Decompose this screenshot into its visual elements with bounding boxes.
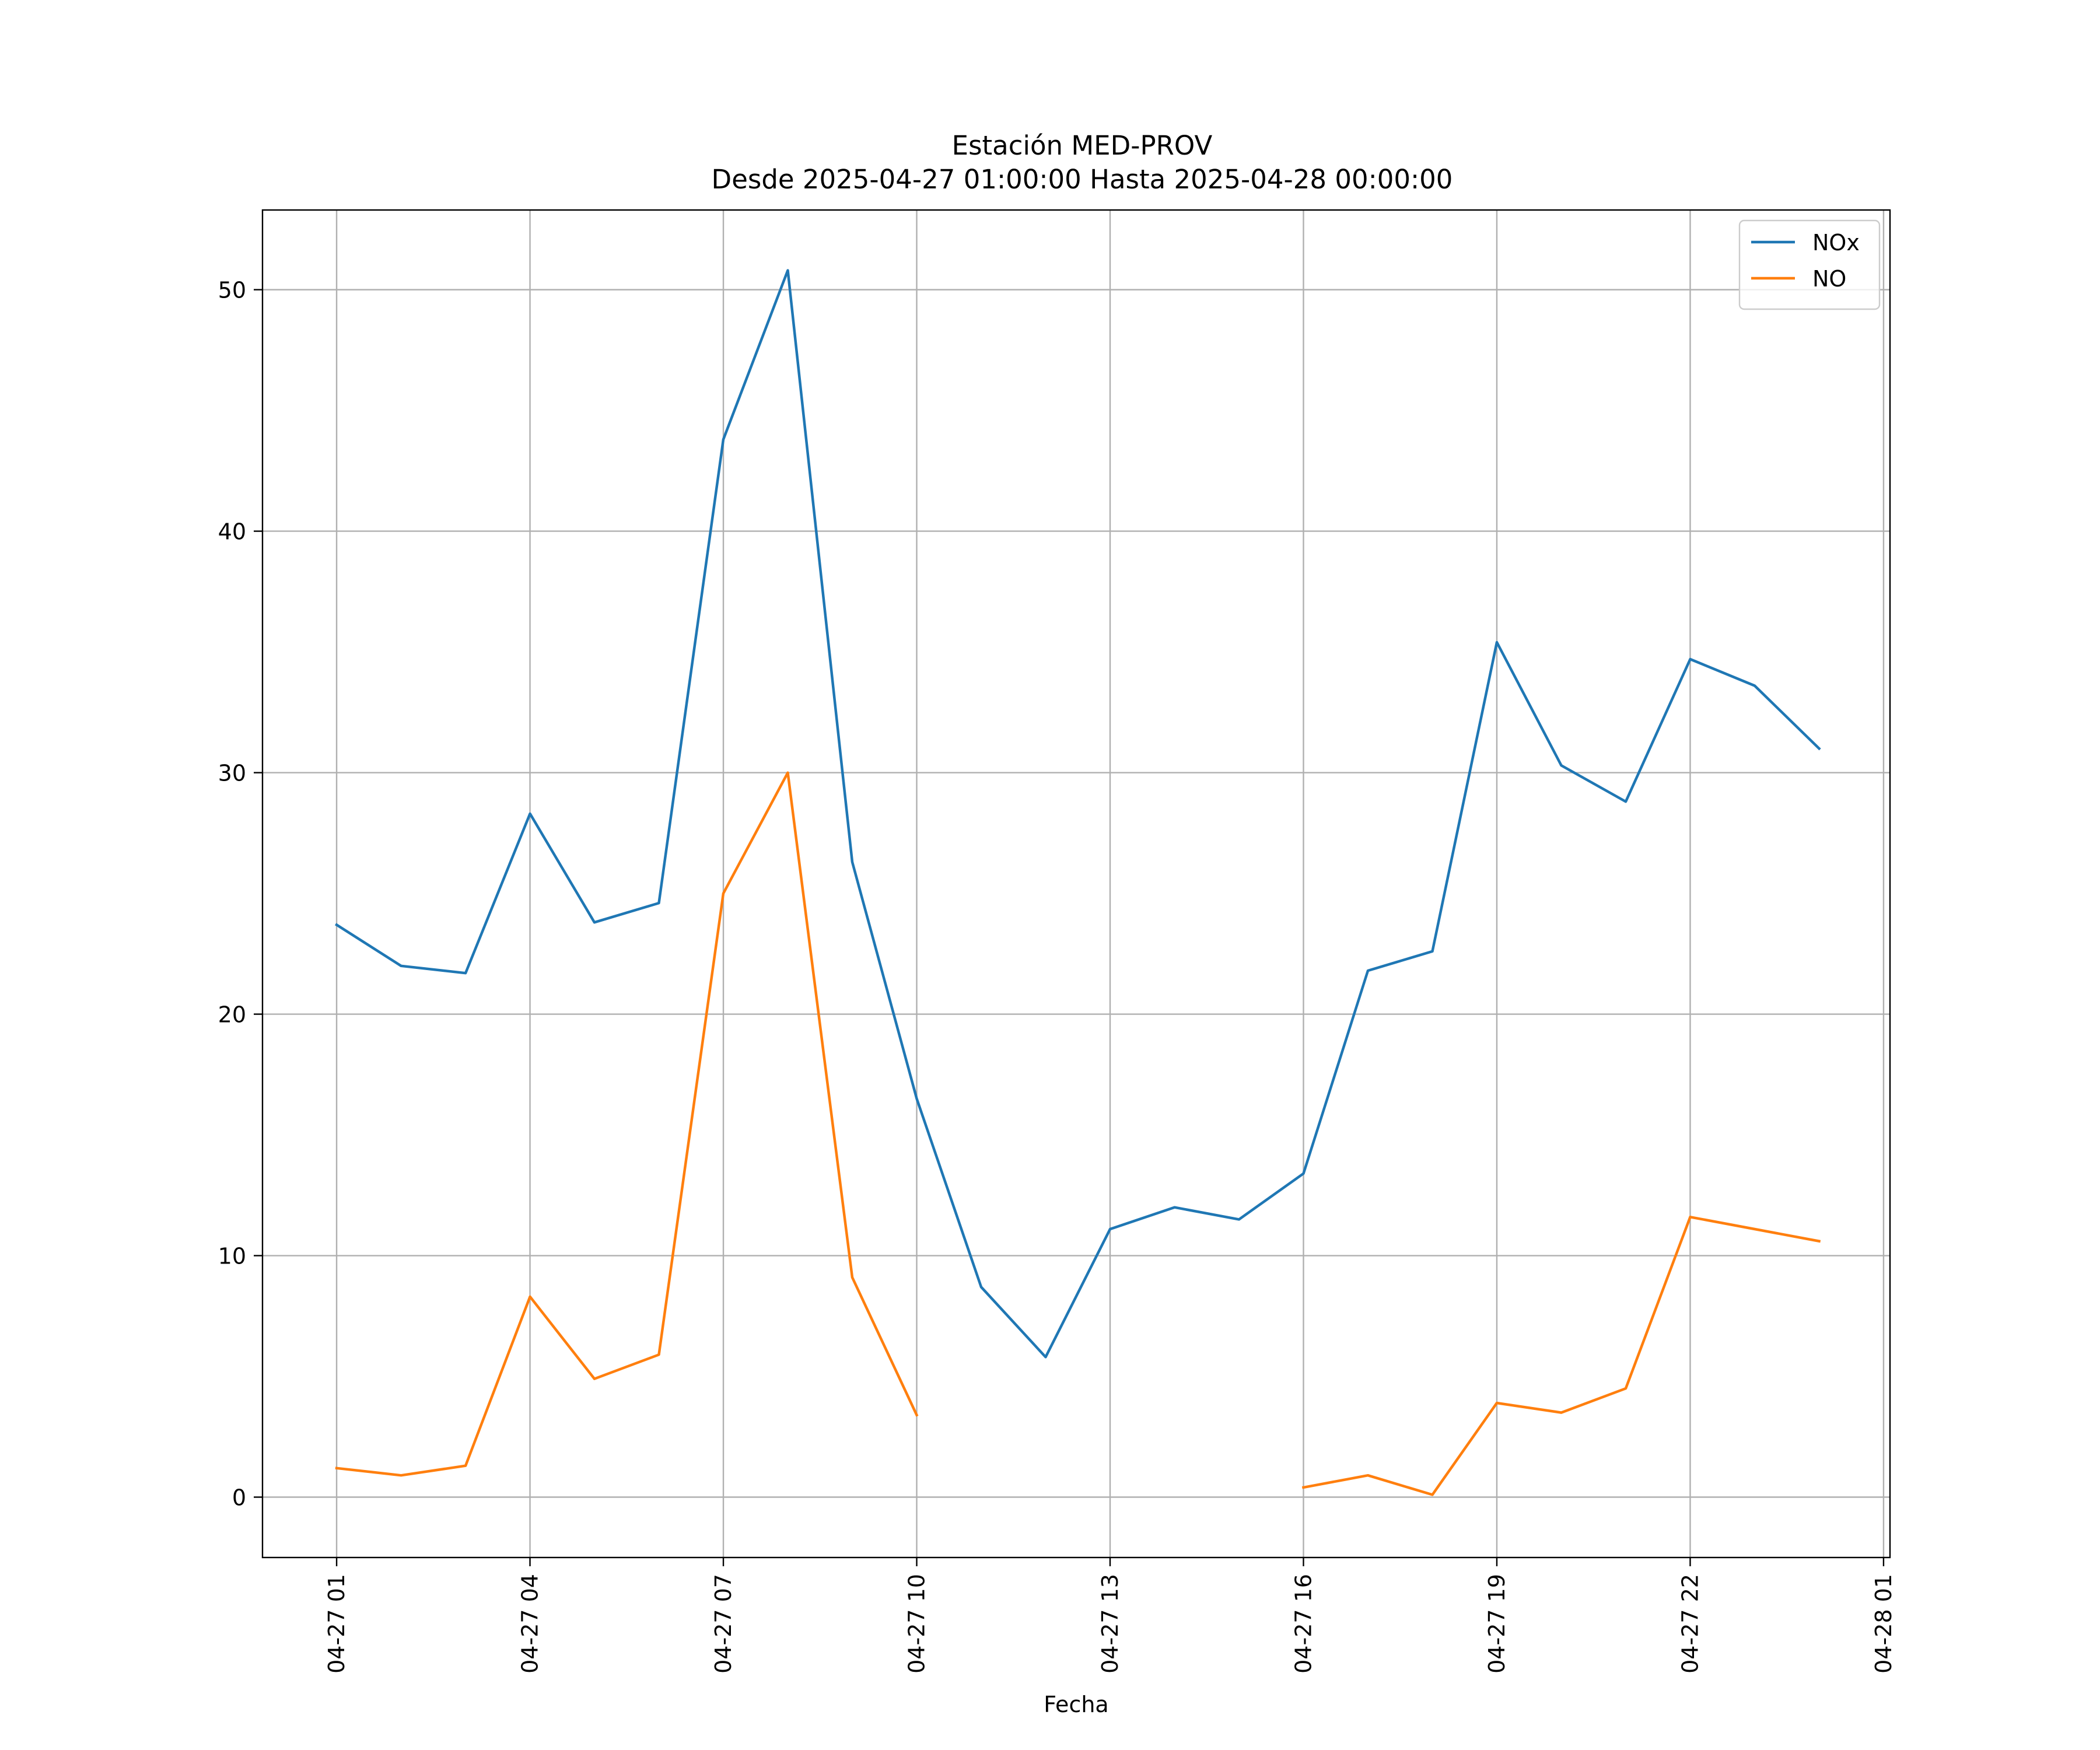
- grid-lines: [262, 210, 1890, 1558]
- y-tick-label: 30: [218, 761, 246, 786]
- legend-label-nox: NOx: [1812, 230, 1860, 256]
- y-tick-label: 40: [218, 519, 246, 545]
- chart-title: Estación MED-PROV: [952, 130, 1213, 161]
- series-line-no: [1301, 1216, 1821, 1496]
- x-tick-label: 04-27 04: [517, 1574, 543, 1674]
- x-tick-label: 04-27 19: [1484, 1574, 1510, 1674]
- series-line-no: [335, 771, 919, 1477]
- x-tick-label: 04-27 13: [1097, 1574, 1123, 1674]
- axis-ticks: 04-27 01 04-27 04 04-27 07 04-27 10 04-27 13…: [218, 278, 1896, 1674]
- y-tick-label: 0: [232, 1485, 246, 1511]
- series-line-nox: [334, 269, 1821, 1359]
- x-tick-label: 04-27 22: [1677, 1574, 1703, 1674]
- x-tick-label: 04-27 07: [710, 1574, 736, 1674]
- y-tick-label: 20: [218, 1002, 246, 1028]
- x-axis-label: Fecha: [1044, 1692, 1108, 1717]
- series-lines: [334, 269, 1821, 1496]
- x-tick-label: 04-27 10: [904, 1574, 930, 1674]
- x-tick-label: 04-28 01: [1871, 1574, 1896, 1674]
- chart-subtitle: Desde 2025-04-27 01:00:00 Hasta 2025-04-…: [712, 164, 1453, 195]
- plot-area-frame: [261, 209, 1891, 1559]
- y-tick-label: 10: [218, 1244, 246, 1269]
- y-tick-label: 50: [218, 278, 246, 303]
- x-tick-label: 04-27 01: [324, 1574, 349, 1674]
- legend-label-no: NO: [1812, 266, 1846, 292]
- legend: NOx NO: [1738, 219, 1881, 310]
- x-tick-label: 04-27 16: [1290, 1574, 1316, 1674]
